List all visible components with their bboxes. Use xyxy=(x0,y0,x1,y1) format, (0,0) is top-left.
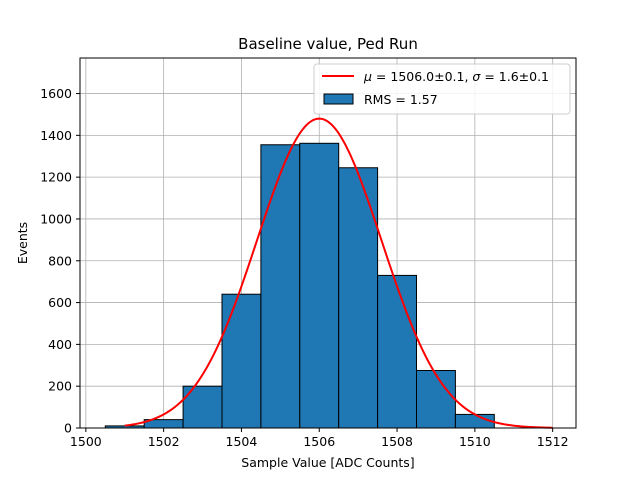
legend-box xyxy=(313,63,571,115)
histogram-bar xyxy=(221,293,262,429)
histogram-bar xyxy=(299,142,340,429)
legend-histogram-swatch xyxy=(323,93,354,105)
gaussian-fit-curve xyxy=(124,117,553,429)
histogram-bar xyxy=(338,167,379,429)
y-axis-label: Events xyxy=(15,222,30,264)
legend: μ = 1506.0±0.1, σ = 1.6±0.1 RMS = 1.57 xyxy=(313,63,571,115)
x-tick-label: 1504 xyxy=(226,434,258,449)
y-tick-label: 800 xyxy=(48,253,72,268)
x-tick-label: 1502 xyxy=(148,434,180,449)
y-tick-label: 1000 xyxy=(40,211,72,226)
x-tick-label: 1510 xyxy=(459,434,491,449)
y-tick-label: 1600 xyxy=(40,86,72,101)
histogram-bar xyxy=(260,144,301,429)
x-axis-label: Sample Value [ADC Counts] xyxy=(241,455,414,470)
y-tick-label: 400 xyxy=(48,337,72,352)
legend-histogram-label: RMS = 1.57 xyxy=(364,92,438,107)
x-tick-label: 1500 xyxy=(70,434,102,449)
y-tick-label: 200 xyxy=(48,379,72,394)
legend-fit-label: μ = 1506.0±0.1, σ = 1.6±0.1 xyxy=(363,69,549,84)
x-tick-label: 1512 xyxy=(537,434,569,449)
y-tick-label: 0 xyxy=(64,421,72,436)
y-tick-label: 1200 xyxy=(40,170,72,185)
chart-title: Baseline value, Ped Run xyxy=(238,35,418,53)
plot-frame xyxy=(79,57,577,429)
histogram-bar xyxy=(416,370,456,429)
y-tick-label: 600 xyxy=(48,295,72,310)
y-axis-ticks: 0 200 400 600 800 1000 1200 1400 1600 xyxy=(40,86,80,436)
histogram-bar xyxy=(377,274,418,429)
x-tick-label: 1506 xyxy=(303,434,335,449)
x-tick-label: 1508 xyxy=(381,434,413,449)
y-tick-label: 1400 xyxy=(40,128,72,143)
x-axis-ticks: 1500 1502 1504 1506 1508 1510 1512 xyxy=(70,428,569,449)
